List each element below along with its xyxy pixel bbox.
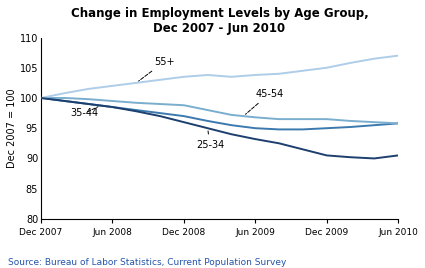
Text: 35-44: 35-44 <box>71 107 99 118</box>
Text: 25-34: 25-34 <box>196 131 224 150</box>
Text: 55+: 55+ <box>139 57 175 81</box>
Text: 45-54: 45-54 <box>246 89 283 114</box>
Title: Change in Employment Levels by Age Group,
Dec 2007 - Jun 2010: Change in Employment Levels by Age Group… <box>71 7 368 35</box>
Y-axis label: Dec 2007 = 100: Dec 2007 = 100 <box>7 88 17 168</box>
Text: Source: Bureau of Labor Statistics, Current Population Survey: Source: Bureau of Labor Statistics, Curr… <box>8 258 287 267</box>
